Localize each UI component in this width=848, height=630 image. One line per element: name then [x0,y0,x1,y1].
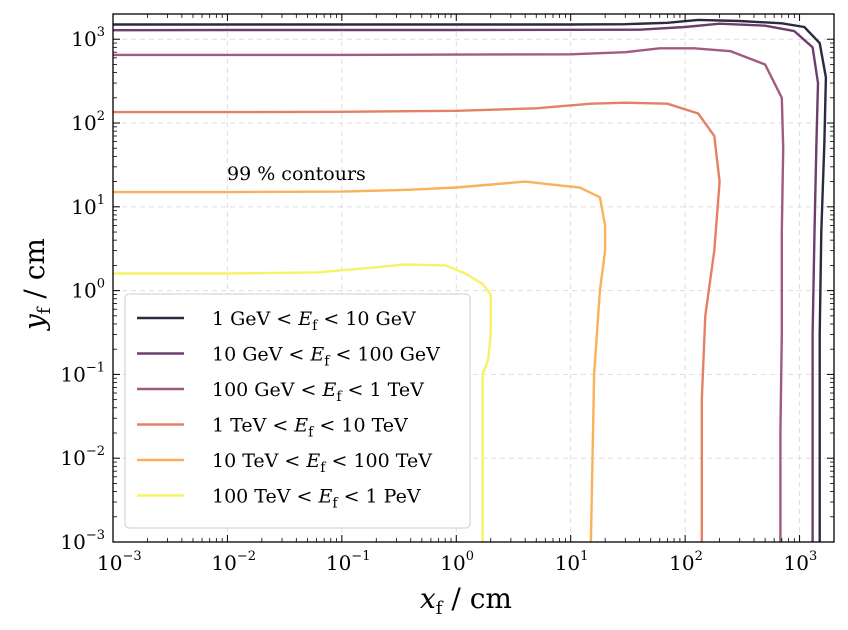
legend-label-1: 10 GeV < Ef < 100 GeV [212,344,440,370]
tick-labels: 10−3 10−2 10−1 100 101 102 103 10−3 10−2 10−1 100 1… [60,25,817,575]
y-tick-label-6: 103 [71,25,105,51]
x-axis-label: xf / cm [420,582,512,619]
y-axis-label-var: y [18,313,51,332]
annotation-99-contours: 99 % contours [227,163,366,185]
series-line-0 [113,18,828,542]
x-tick-label-6: 103 [784,549,818,575]
y-axis-label-sub: f [34,306,55,314]
series-line-5 [113,263,492,542]
legend: 1 GeV < Ef < 10 GeV 10 GeV < Ef < 100 GeV… [124,293,471,529]
series-line-2 [113,47,785,542]
y-tick-label-5: 102 [71,109,105,135]
legend-label-2: 100 GeV < Ef < 1 TeV [212,379,424,405]
x-tick-label-1: 10−2 [211,549,256,575]
series-line-3 [113,101,721,542]
x-axis-label-unit: / cm [442,582,511,615]
series-line-1 [112,22,820,542]
x-tick-label-5: 102 [669,549,703,575]
axis-ticks [112,13,835,543]
x-tick-label-3: 100 [440,549,474,575]
x-tick-label-0: 10−3 [97,549,142,575]
y-axis-label: yf / cm [18,238,55,332]
y-tick-label-1: 10−2 [60,444,105,470]
y-axis-label-unit: / cm [18,238,51,307]
x-tick-label-2: 10−1 [326,549,371,575]
plot-frame [112,13,835,543]
legend-box [124,293,471,529]
legend-label-4: 10 TeV < Ef < 100 TeV [212,450,432,476]
legend-label-3: 1 TeV < Ef < 10 TeV [212,415,408,441]
y-tick-label-0: 10−3 [60,528,105,554]
x-tick-label-4: 101 [555,549,589,575]
x-axis-label-sub: f [436,598,444,619]
y-tick-label-4: 101 [71,193,105,219]
legend-label-0: 1 GeV < Ef < 10 GeV [212,308,416,334]
y-tick-label-2: 10−1 [60,360,105,386]
series-lines [112,18,828,543]
y-tick-label-3: 100 [71,277,105,303]
legend-label-5: 100 TeV < Ef < 1 PeV [212,486,421,512]
series-line-4 [113,180,607,543]
x-axis-label-var: x [420,582,436,615]
